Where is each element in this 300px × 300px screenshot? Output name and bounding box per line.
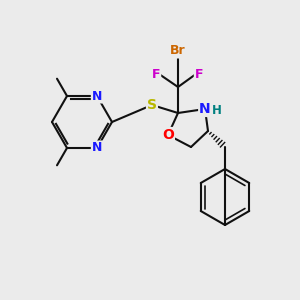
Text: H: H — [212, 103, 222, 116]
Text: F: F — [195, 68, 203, 80]
Text: S: S — [147, 98, 157, 112]
Text: O: O — [162, 128, 174, 142]
Text: Br: Br — [170, 44, 186, 58]
Text: N: N — [92, 142, 102, 154]
Text: F: F — [152, 68, 160, 80]
Text: N: N — [92, 89, 102, 103]
Text: N: N — [199, 102, 211, 116]
